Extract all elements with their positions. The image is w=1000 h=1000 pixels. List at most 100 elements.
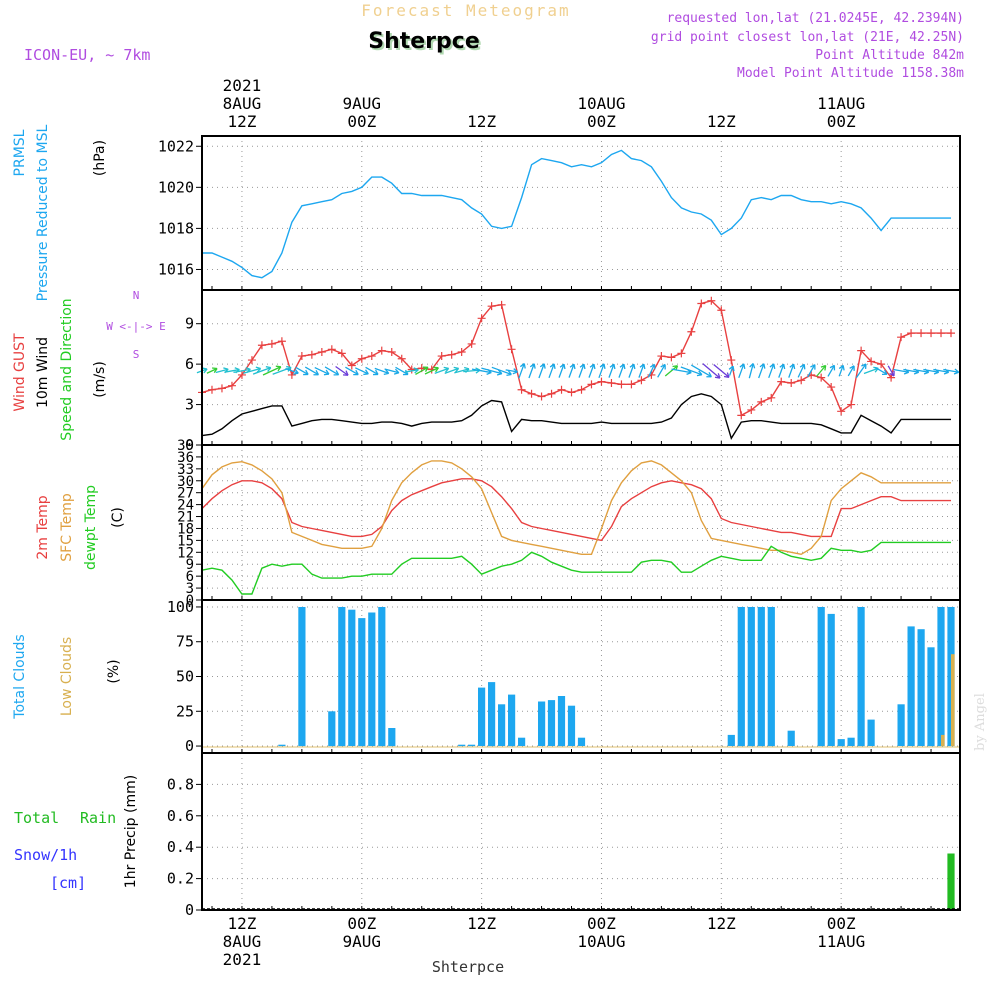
gust-point <box>357 354 366 363</box>
wind-direction-arrow <box>702 363 721 379</box>
gust-point <box>317 348 326 356</box>
wind-direction-arrow <box>335 365 349 376</box>
wind-direction-arrowhead <box>496 369 503 376</box>
clouds-bar-total-clouds <box>378 607 386 747</box>
clouds-bar-total-clouds <box>817 607 825 747</box>
clouds-ylabels: Total Clouds Low Clouds (%) <box>12 634 122 719</box>
wind-direction-arrow <box>314 366 330 375</box>
temperature-series-sfc-temp <box>201 460 951 556</box>
gust-point <box>897 333 906 342</box>
wind-direction-arrowhead <box>660 363 666 370</box>
wind-direction-arrow <box>657 364 666 378</box>
wind-direction-arrow <box>638 363 645 378</box>
wind-direction-arrow <box>778 363 785 378</box>
dewpt-label: dewpt Temp <box>83 485 99 570</box>
wind-direction-arrow <box>324 366 339 376</box>
wind-direction-arrowhead <box>723 372 730 378</box>
wind-direction-arrowhead <box>353 369 359 376</box>
wind-direction-arrowhead <box>539 363 546 369</box>
wind-direction-arrowhead <box>619 363 626 370</box>
wind-direction-arrow <box>768 363 775 379</box>
wind-direction-arrowhead <box>820 364 827 371</box>
precip-ytick-label: 0.8 <box>167 775 194 793</box>
wind-direction-arrow <box>424 367 439 375</box>
clouds-bar-total-clouds <box>547 700 556 746</box>
temperature-ylabels: 2m Temp SFC Temp dewpt Temp (C) <box>35 485 126 570</box>
wind-direction-arrow <box>713 363 730 378</box>
wind-ytick-label: 0 <box>185 436 194 454</box>
wind-direction-arrowhead <box>789 363 796 370</box>
temperature-ytick-label: 24 <box>177 498 194 514</box>
wind-direction-arrow <box>943 368 959 373</box>
gust-point <box>637 376 646 385</box>
temperature-ytick-label: 27 <box>177 486 194 502</box>
wind-direction-arrowhead <box>609 363 616 370</box>
gust-point <box>937 329 946 338</box>
wind-direction-arrowhead <box>759 363 766 369</box>
pressure-series-prmsl <box>202 149 951 279</box>
wind-direction-arrow <box>304 366 319 376</box>
top-axis-label: 00Z <box>827 112 856 131</box>
clouds-bar-total-clouds <box>358 618 366 747</box>
clouds-frame <box>201 599 961 754</box>
wind-direction-arrow <box>518 363 525 379</box>
wind-direction-arrow <box>923 368 939 373</box>
clouds-bar-total-clouds <box>937 607 945 747</box>
wind-direction-arrow <box>628 363 635 378</box>
wind-direction-arrow <box>598 363 605 379</box>
gust-point <box>597 377 606 386</box>
wind-direction-arrowhead <box>549 363 556 369</box>
gust-point <box>907 329 916 338</box>
precip-ytick-label: 0.6 <box>167 807 194 825</box>
wind-direction-arrowhead <box>393 368 400 375</box>
top-axis-label: 00Z <box>347 112 376 131</box>
wind-direction-arrow <box>505 369 518 373</box>
wind-direction-arrow <box>933 368 949 373</box>
wind-direction-arrow <box>913 368 929 373</box>
watermark: by Angel <box>973 693 988 751</box>
gust-point <box>337 349 346 358</box>
wind-direction-arrowhead <box>383 369 390 375</box>
wind-direction-arrow <box>690 364 712 378</box>
sfctemp-label: SFC Temp <box>59 493 75 562</box>
gust-point <box>877 360 886 369</box>
wind-direction-arrowhead <box>589 363 596 370</box>
clouds-ytick-label: 0 <box>185 737 194 755</box>
wind-direction-arrow <box>788 363 795 378</box>
model-label: ICON-EU, ~ 7km <box>24 46 150 64</box>
wind-direction-arrow <box>395 366 409 376</box>
gust-point <box>237 370 246 379</box>
wind-gust-label: Wind GUST <box>12 333 28 412</box>
wind-direction-arrowhead <box>728 365 735 372</box>
gust-point <box>377 346 386 355</box>
bottom-axis-label: 12Z <box>227 914 256 933</box>
wind-direction-arrowhead <box>579 363 586 370</box>
clouds-bar-total-clouds <box>348 609 356 746</box>
total-clouds-label: Total Clouds <box>12 634 28 719</box>
clouds-bar-low-clouds <box>951 654 955 746</box>
gust-point <box>827 383 836 392</box>
wind-series-10m-wind <box>201 393 951 440</box>
temperature-series-2m-temp <box>201 478 951 542</box>
gust-point <box>467 339 476 348</box>
wind-direction-arrow <box>481 367 503 375</box>
wind-direction-arrowhead <box>639 363 646 370</box>
clouds-bar-total-clouds <box>338 607 346 747</box>
clouds-bar-total-clouds <box>737 607 745 747</box>
precip-label: 1hr Precip (mm) <box>123 775 139 888</box>
gust-point <box>747 405 756 414</box>
clouds-bar-total-clouds <box>577 737 586 746</box>
clouds-bar-total-clouds <box>897 704 905 746</box>
gust-point <box>527 389 536 398</box>
clouds-panel: 0 25 50 75 100 Total Clouds Low Clouds (%) <box>12 598 961 755</box>
clouds-bar-total-clouds <box>847 737 855 746</box>
compass-north: N <box>133 289 140 302</box>
top-axis-label: 10AUG <box>577 94 625 113</box>
wind-direction-arrow <box>680 366 703 376</box>
clouds-bar-total-clouds <box>917 629 925 746</box>
wind-ytick-label: 3 <box>185 396 194 414</box>
clouds-bar-total-clouds <box>757 607 765 747</box>
wind-direction-arrowhead <box>838 364 845 371</box>
